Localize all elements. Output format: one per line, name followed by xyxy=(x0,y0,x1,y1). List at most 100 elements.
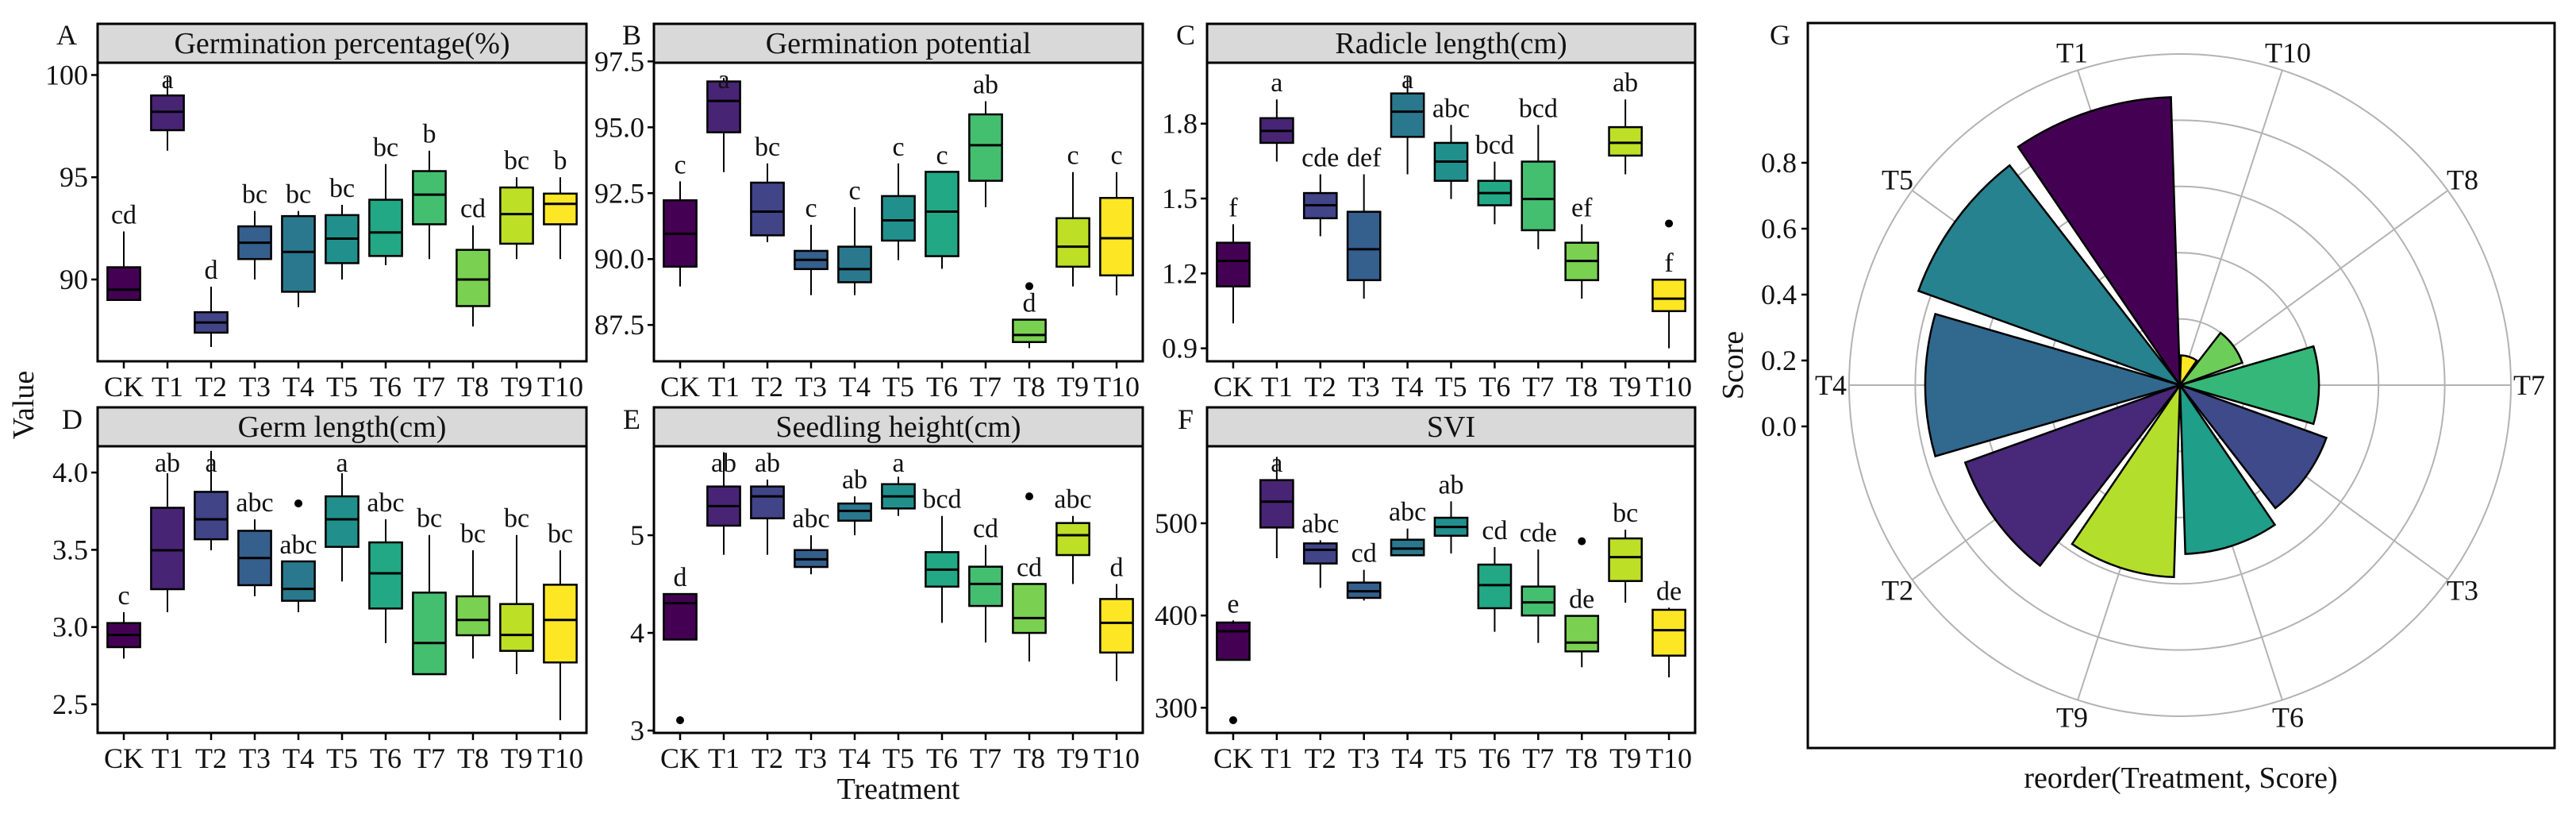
angular-label-T8: T8 xyxy=(2447,164,2478,195)
significance-letter: c xyxy=(1067,141,1078,171)
x-tick-label: T6 xyxy=(370,371,402,403)
x-tick-label: T8 xyxy=(457,742,489,774)
panel-letter: E xyxy=(623,403,640,435)
x-tick-label: T8 xyxy=(1013,371,1045,403)
y-tick-label: 2.5 xyxy=(52,688,88,720)
box-T6: abc xyxy=(367,488,405,643)
box-T5: c xyxy=(881,133,916,260)
significance-letter: d xyxy=(674,563,687,592)
box-T6: c xyxy=(925,141,959,269)
significance-letter: d xyxy=(1023,289,1036,318)
box-iqr xyxy=(881,195,916,242)
significance-letter: de xyxy=(1569,585,1594,615)
panel-letter: C xyxy=(1176,19,1195,51)
significance-letter: bc xyxy=(460,519,486,549)
box-iqr xyxy=(281,560,316,602)
box-T7: b xyxy=(412,120,447,260)
box-iqr xyxy=(750,485,785,520)
significance-letter: d xyxy=(205,256,218,285)
panel-letter: A xyxy=(56,19,77,51)
x-tick-label: CK xyxy=(1213,371,1253,403)
box-iqr xyxy=(1216,241,1251,287)
box-iqr xyxy=(1651,278,1686,313)
panel-letter: G xyxy=(1770,19,1790,51)
panel-letter: F xyxy=(1178,403,1194,435)
polar-bar-T3 xyxy=(2177,383,2328,510)
box-iqr xyxy=(1099,598,1134,654)
significance-letter: bc xyxy=(242,180,267,210)
significance-letter: abc xyxy=(367,488,404,518)
y-tick-label: 0.8 xyxy=(1761,147,1797,179)
outlier-point xyxy=(1228,715,1237,724)
box-T4: a xyxy=(1390,65,1425,175)
x-tick-label: T1 xyxy=(152,742,183,774)
box-T3: c xyxy=(794,194,829,295)
box-CK: c xyxy=(106,581,141,659)
x-tick-label: T3 xyxy=(795,742,827,774)
x-tick-label: T10 xyxy=(1094,742,1140,774)
panel-F: F SVI 300 400 500 CK e T1 a T2 abc T3 cd T4 abc T5 ab T6 c… xyxy=(1155,403,1697,774)
box-iqr xyxy=(968,565,1003,607)
y-tick-label: 0.6 xyxy=(1761,213,1797,245)
y-tick-label: 0.0 xyxy=(1761,411,1797,442)
panel-letter: B xyxy=(622,19,641,51)
significance-letter: a xyxy=(336,449,348,478)
panel-C: C Radicle length(cm) 0.9 1.2 1.5 1.8 CK f T1 a T2 c… xyxy=(1162,19,1697,403)
angular-label-T1: T1 xyxy=(2056,37,2088,69)
box-T10: d xyxy=(1099,553,1134,681)
box-iqr xyxy=(194,491,229,541)
significance-letter: abc xyxy=(792,504,829,534)
x-tick-label: T4 xyxy=(1392,742,1424,774)
significance-letter: ef xyxy=(1571,193,1593,222)
box-iqr xyxy=(106,266,141,301)
box-T2: ab xyxy=(750,449,785,555)
panel-title: Germination percentage(%) xyxy=(174,27,509,60)
polar-panel: G T10 T8 T7 T3 T6 T9 T2 T4 T5 T1 0.0 0.2 0.4 0.6 0.8 Sco… xyxy=(1717,19,2556,795)
x-tick-label: T9 xyxy=(1057,371,1089,403)
significance-letter: ab xyxy=(755,449,780,478)
box-T2: a xyxy=(194,449,229,550)
significance-letter: a xyxy=(205,449,217,478)
x-axis-title: reorder(Treatment, Score) xyxy=(2024,762,2337,795)
significance-letter: e xyxy=(1227,589,1239,619)
y-tick-label: 87.5 xyxy=(594,309,644,341)
x-tick-label: T6 xyxy=(926,371,958,403)
y-tick-label: 4.0 xyxy=(52,457,88,488)
significance-letter: ab xyxy=(155,449,180,478)
box-iqr xyxy=(706,80,741,133)
box-iqr xyxy=(368,541,403,610)
significance-letter: cd xyxy=(1482,516,1507,546)
significance-letter: f xyxy=(1664,249,1674,278)
significance-letter: bc xyxy=(548,519,573,549)
box-iqr xyxy=(412,170,447,226)
x-tick-label: T5 xyxy=(326,371,358,403)
significance-letter: bc xyxy=(504,146,529,175)
outlier-point xyxy=(1025,492,1033,501)
polar-bar-T10 xyxy=(2178,354,2198,389)
significance-letter: abc xyxy=(279,530,317,560)
significance-letter: def xyxy=(1347,144,1382,173)
x-tick-label: T9 xyxy=(501,742,533,774)
box-T8: cd xyxy=(1012,492,1047,662)
box-iqr xyxy=(1521,585,1556,617)
panel-title: Germ length(cm) xyxy=(238,411,447,444)
y-tick-label: 4 xyxy=(630,617,644,649)
x-tick-label: CK xyxy=(660,742,700,774)
strip-header xyxy=(652,22,1144,64)
significance-letter: cde xyxy=(1520,519,1557,548)
x-tick-label: T2 xyxy=(195,742,227,774)
box-T10: c xyxy=(1099,141,1134,296)
outlier-point xyxy=(1578,537,1586,546)
box-iqr xyxy=(1055,522,1090,557)
box-T5: bc xyxy=(325,174,359,280)
box-T5: abc xyxy=(1432,94,1470,199)
polar-bar-T2 xyxy=(1963,383,2183,568)
angular-label-T4: T4 xyxy=(1815,369,1847,401)
x-tick-label: T4 xyxy=(839,371,871,403)
box-iqr xyxy=(1521,160,1556,232)
x-axis-title: Treatment xyxy=(837,773,960,806)
x-tick-label: T1 xyxy=(708,371,740,403)
plot-frame xyxy=(652,61,1144,363)
y-tick-label: 0.9 xyxy=(1162,333,1198,364)
